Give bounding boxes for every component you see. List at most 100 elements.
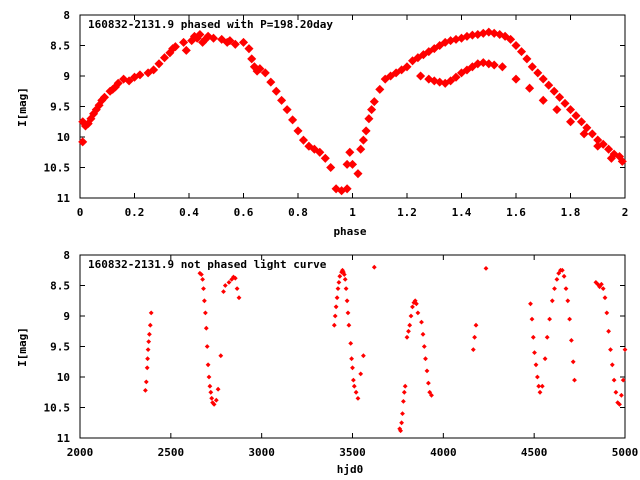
data-point: [566, 117, 576, 127]
data-point: [333, 304, 339, 310]
data-point: [600, 286, 606, 292]
data-point: [549, 298, 555, 304]
data-point: [398, 428, 404, 434]
y-tick-label: 8.5: [50, 280, 70, 293]
y-tick-label: 9: [63, 70, 70, 83]
unphased-light-curve-panel: 2000 2500 3000 3500 4000 4500 5000 8 8.5 9 9.5 10 10…: [16, 249, 638, 476]
x-axis-label: phase: [333, 225, 366, 238]
data-point: [587, 129, 597, 139]
data-point: [549, 86, 559, 96]
data-point: [576, 117, 586, 127]
data-point: [497, 62, 507, 72]
data-point: [423, 356, 428, 362]
data-point: [143, 379, 149, 385]
data-point: [544, 334, 550, 340]
x-tick-label: 1.6: [506, 206, 526, 219]
chart-title: 160832-2131.9 phased with P=198.20day: [88, 18, 333, 31]
data-point: [244, 44, 254, 54]
x-tick-label: 3000: [248, 446, 275, 459]
x-tick-label: 3500: [339, 446, 366, 459]
data-point: [593, 141, 603, 151]
data-point: [451, 72, 461, 82]
data-point: [344, 298, 350, 304]
data-point: [511, 40, 521, 51]
data-point: [555, 92, 565, 102]
x-tick-label: 0: [77, 206, 84, 219]
axis-ticks: 0 0.2 0.4 0.6 0.8 1 1.2 1.4 1.6 1.8 2 8 8.5 9 9.5 10 10.…: [44, 9, 629, 219]
data-point: [170, 42, 180, 52]
y-axis-label: I[mag]: [16, 327, 29, 367]
data-point: [532, 350, 537, 356]
data-point: [407, 322, 413, 328]
data-point: [179, 37, 189, 47]
data-point: [342, 276, 348, 282]
y-tick-label: 8: [63, 9, 70, 22]
data-point: [606, 328, 612, 334]
data-point: [266, 77, 276, 87]
data-point: [345, 147, 355, 157]
data-point: [419, 319, 424, 325]
data-point: [537, 389, 543, 395]
data-point: [159, 53, 170, 63]
data-point: [221, 289, 226, 295]
phased-light-curve-panel: 0 0.2 0.4 0.6 0.8 1 1.2 1.4 1.6 1.8 2 8 8.5 9 9.5 10 10.…: [16, 9, 628, 238]
data-point: [542, 356, 548, 362]
data-point: [353, 389, 359, 395]
y-tick-label: 10: [57, 371, 70, 384]
data-point: [282, 105, 292, 115]
data-point: [361, 126, 371, 136]
x-tick-label: 5000: [612, 446, 639, 459]
y-tick-label: 8.5: [50, 40, 70, 53]
data-point: [522, 54, 532, 64]
data-point: [358, 371, 364, 377]
data-point: [146, 339, 152, 345]
y-tick-label: 9.5: [50, 341, 70, 354]
data-point: [516, 47, 527, 57]
y-tick-label: 10.5: [44, 402, 71, 415]
x-tick-label: 2500: [158, 446, 185, 459]
data-point: [400, 398, 406, 404]
data-point: [203, 325, 209, 331]
data-point: [230, 39, 240, 49]
data-point: [334, 295, 340, 301]
data-point: [611, 377, 617, 383]
data-point: [525, 83, 535, 93]
data-point: [355, 395, 361, 401]
data-point: [473, 322, 479, 328]
x-tick-label: 0.8: [288, 206, 308, 219]
data-point: [113, 78, 123, 88]
data-point: [425, 380, 431, 386]
data-point: [408, 313, 414, 319]
data-point: [539, 383, 545, 389]
data-point: [399, 420, 405, 426]
data-point: [565, 105, 576, 115]
data-point: [350, 377, 356, 383]
x-tick-label: 2: [622, 206, 629, 219]
data-point: [424, 368, 430, 374]
data-point: [563, 286, 569, 292]
data-point: [343, 286, 349, 292]
data-point: [565, 298, 571, 304]
data-point: [552, 286, 557, 292]
data-point: [211, 401, 217, 407]
data-point: [99, 92, 110, 102]
x-tick-label: 4000: [430, 446, 457, 459]
data-point: [336, 279, 342, 285]
data-point: [332, 313, 338, 319]
data-point: [567, 316, 573, 322]
data-points: [142, 264, 628, 434]
y-tick-label: 11: [57, 192, 71, 205]
data-point: [200, 276, 206, 282]
axis-ticks: 2000 2500 3000 3500 4000 4500 5000 8 8.5 9 9.5 10 10…: [44, 249, 639, 459]
data-point: [533, 68, 543, 78]
x-tick-label: 2000: [67, 446, 94, 459]
x-tick-label: 0.6: [234, 206, 254, 219]
data-point: [400, 411, 405, 417]
data-point: [604, 310, 610, 316]
data-point: [538, 95, 548, 105]
data-point: [560, 98, 570, 108]
data-point: [326, 162, 336, 173]
x-tick-label: 1: [349, 206, 356, 219]
data-point: [204, 344, 210, 349]
